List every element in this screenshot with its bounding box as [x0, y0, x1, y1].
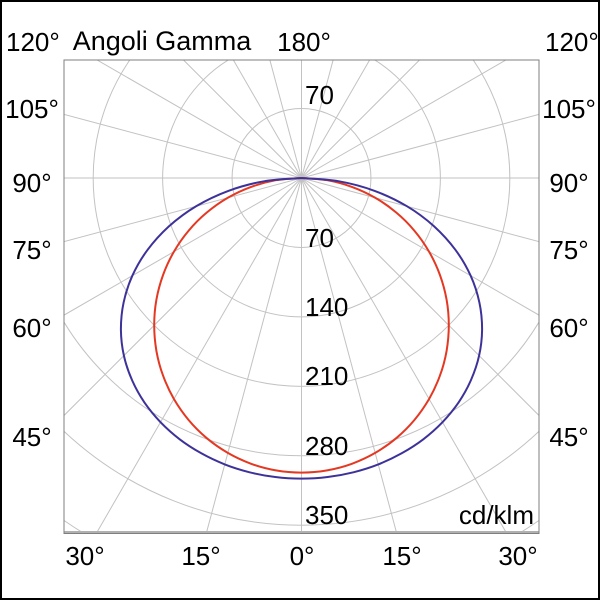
grid-spoke-210 [232, 60, 302, 179]
grid-spoke-240 [96, 60, 302, 179]
grid-spoke-195 [269, 60, 302, 179]
grid-spoke-150 [301, 60, 371, 179]
gamma-label-right-105: 105° [542, 94, 596, 124]
gamma-label-left-45: 45° [12, 422, 52, 452]
gamma-label-left-105: 105° [5, 94, 59, 124]
grid-spoke-255 [64, 113, 302, 179]
grid-spoke-165 [301, 60, 334, 179]
gamma-label-left-90: 90° [12, 168, 52, 198]
gamma-label-left-60: 60° [12, 313, 52, 343]
gamma-label-right-60: 60° [549, 313, 589, 343]
grid-spoke-15 [301, 177, 398, 534]
chart-title: Angoli Gamma [72, 26, 252, 56]
grid-spoke-60 [301, 177, 539, 316]
gamma-label-right-90: 90° [549, 168, 589, 198]
grid-spoke-75 [301, 177, 539, 243]
grid-spoke-225 [182, 60, 302, 179]
grid-spoke-300 [64, 177, 302, 316]
intensity-curves [119, 177, 484, 480]
intensity-tick-210: 210 [305, 361, 349, 391]
gamma-label-bottom-0: 0° [289, 541, 315, 571]
gamma-label-right-45: 45° [549, 422, 589, 452]
gamma-label-left-75: 75° [12, 235, 52, 265]
grid-spoke-135 [301, 60, 421, 179]
intensity-curve-red [153, 177, 450, 474]
grid-spoke-330 [95, 177, 302, 534]
grid-spoke-30 [301, 177, 508, 534]
grid-spoke-105 [301, 113, 539, 179]
intensity-tick-70: 70 [305, 223, 334, 253]
gamma-label-bottom-right-15: 15° [382, 541, 422, 571]
gamma-label-bottom-left-15: 15° [181, 541, 221, 571]
gamma-label-right-75: 75° [549, 235, 589, 265]
gamma-label-top-left-120: 120° [6, 27, 60, 57]
unit-label: cd/klm [458, 500, 534, 530]
intensity-tick-70-upper: 70 [305, 80, 334, 110]
plot-box-border [63, 59, 540, 534]
grid-spoke-345 [205, 177, 302, 534]
grid-spoke-315 [64, 177, 302, 417]
gamma-label-top-right-120: 120° [545, 27, 599, 57]
gamma-label-top-180: 180° [277, 27, 331, 57]
intensity-curve-blue [119, 177, 484, 480]
intensity-tick-140: 140 [305, 292, 349, 322]
intensity-tick-350: 350 [305, 500, 349, 530]
grid-spoke-285 [64, 177, 302, 243]
grid-spoke-45 [301, 177, 539, 417]
grid-spoke-120 [301, 60, 507, 179]
gamma-label-bottom-left-30: 30° [65, 541, 105, 571]
intensity-tick-280: 280 [305, 431, 349, 461]
gamma-label-bottom-right-30: 30° [498, 541, 538, 571]
